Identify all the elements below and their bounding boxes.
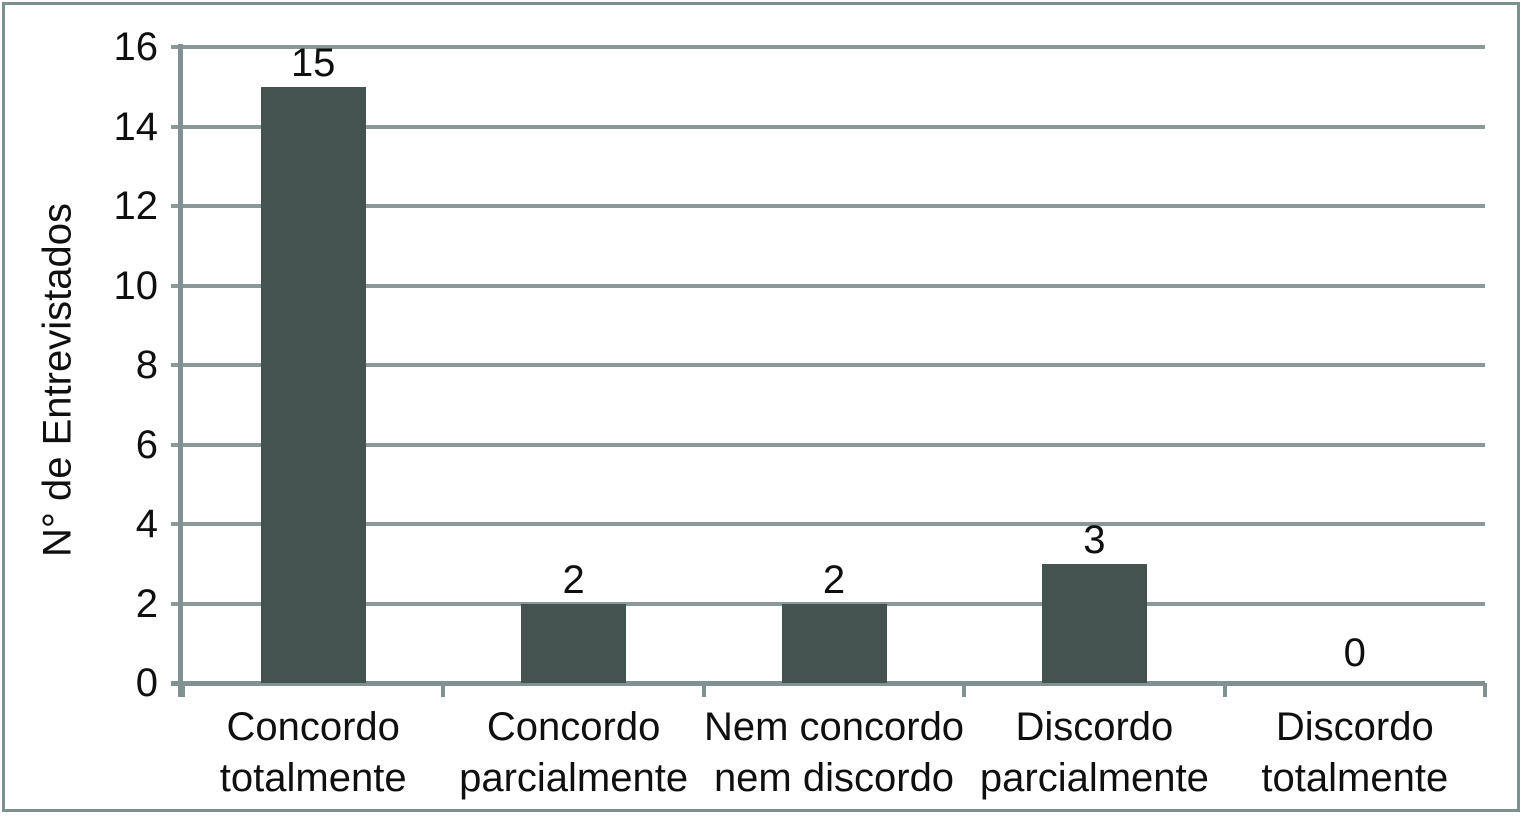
bar-value-label: 0 bbox=[1343, 631, 1366, 675]
category-label-line: Concordo bbox=[226, 705, 400, 749]
y-tick-label: 14 bbox=[113, 104, 159, 149]
bar bbox=[521, 603, 627, 683]
category-label-line: Concordo bbox=[486, 705, 661, 749]
bar bbox=[781, 603, 887, 683]
y-tick-label: 8 bbox=[135, 343, 158, 387]
x-tick bbox=[962, 683, 967, 697]
bar-value-label: 2 bbox=[562, 557, 585, 602]
gridline bbox=[171, 283, 1485, 288]
category-label-line: Discordo bbox=[1015, 705, 1174, 749]
gridline bbox=[171, 204, 1485, 208]
y-tick-label: 4 bbox=[135, 502, 158, 546]
category-label: Concordo totalmente bbox=[163, 702, 463, 804]
y-tick-label: 6 bbox=[135, 422, 158, 467]
gridline bbox=[171, 124, 1485, 129]
x-tick bbox=[1483, 683, 1487, 697]
y-tick-label: 10 bbox=[113, 263, 159, 308]
x-tick bbox=[701, 683, 706, 697]
category-label-line: totalmente bbox=[1261, 756, 1449, 800]
category-label-line: nem discordo bbox=[713, 756, 955, 800]
bar-value-label: 2 bbox=[822, 557, 846, 602]
category-label-line: parcialmente bbox=[459, 756, 689, 800]
gridline bbox=[171, 45, 1485, 49]
category-label: Nem concordo nem discordo bbox=[684, 702, 984, 804]
y-axis-line bbox=[178, 44, 183, 697]
x-tick bbox=[1222, 683, 1227, 697]
gridline bbox=[171, 522, 1485, 526]
x-tick bbox=[441, 683, 446, 697]
gridline bbox=[171, 363, 1485, 367]
category-label-line: totalmente bbox=[219, 756, 407, 800]
category-label: Concordo parcialmente bbox=[424, 702, 724, 804]
chart-frame bbox=[2, 2, 1520, 812]
y-tick-label: 16 bbox=[113, 25, 159, 69]
bar bbox=[1041, 563, 1147, 683]
category-label-line: Discordo bbox=[1275, 705, 1434, 749]
y-tick-label: 2 bbox=[135, 581, 158, 626]
bar-value-label: 3 bbox=[1083, 517, 1106, 562]
category-label-line: parcialmente bbox=[979, 756, 1209, 800]
bar bbox=[260, 86, 366, 683]
category-label: Discordo totalmente bbox=[1205, 702, 1505, 804]
x-tick bbox=[181, 683, 185, 697]
x-axis-line bbox=[171, 680, 1485, 686]
bar-value-label: 15 bbox=[290, 40, 336, 85]
category-label-line: Nem concordo bbox=[703, 705, 965, 749]
category-label: Discordo parcialmente bbox=[944, 702, 1244, 804]
y-tick-label: 0 bbox=[135, 661, 158, 705]
gridline bbox=[171, 442, 1485, 447]
y-tick-label: 12 bbox=[113, 184, 159, 228]
